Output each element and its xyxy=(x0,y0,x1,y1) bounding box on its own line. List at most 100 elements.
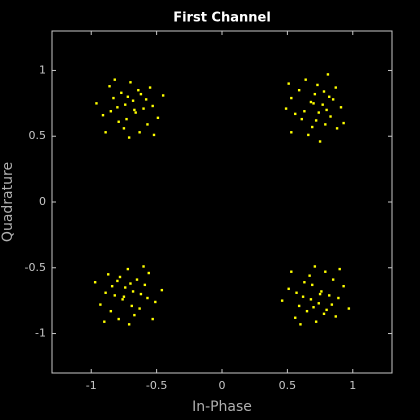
point xyxy=(125,117,128,121)
point xyxy=(113,78,116,81)
point xyxy=(337,296,340,300)
y-tick-label: 0.5 xyxy=(29,129,47,142)
point xyxy=(280,299,284,302)
point xyxy=(311,283,314,287)
point xyxy=(328,95,331,98)
point xyxy=(131,99,135,102)
chart-title: First Channel xyxy=(173,11,271,26)
point xyxy=(324,270,327,273)
point xyxy=(110,284,114,288)
point xyxy=(133,108,136,112)
point xyxy=(303,110,306,113)
y-tick-label: -0.5 xyxy=(25,261,46,274)
point xyxy=(127,323,131,326)
x-tick-label: 0.5 xyxy=(279,379,297,392)
point xyxy=(338,267,341,271)
point xyxy=(297,88,301,92)
point xyxy=(295,291,298,294)
point xyxy=(294,112,297,116)
point xyxy=(109,110,113,113)
point xyxy=(101,113,105,117)
point xyxy=(143,283,147,287)
point xyxy=(307,133,310,137)
point xyxy=(135,278,139,281)
point xyxy=(152,133,156,137)
point xyxy=(144,98,148,101)
point xyxy=(151,317,154,321)
point xyxy=(104,291,107,294)
point xyxy=(325,308,328,312)
point xyxy=(116,279,119,283)
point xyxy=(324,123,327,126)
point xyxy=(297,304,301,308)
point xyxy=(112,96,115,100)
point xyxy=(321,103,324,106)
y-tick-label: 1 xyxy=(39,63,46,76)
point xyxy=(126,267,130,271)
point xyxy=(318,140,322,143)
y-tick-label: 0 xyxy=(39,195,46,208)
point xyxy=(151,104,154,108)
point xyxy=(95,102,98,105)
y-tick-label: -1 xyxy=(35,327,46,340)
point xyxy=(329,115,332,118)
point xyxy=(129,282,132,285)
point xyxy=(309,100,313,104)
point xyxy=(126,95,130,98)
point xyxy=(122,295,126,298)
point xyxy=(118,275,122,279)
point xyxy=(109,309,113,313)
point xyxy=(303,281,306,284)
point xyxy=(318,292,322,296)
point xyxy=(284,107,288,110)
point xyxy=(142,265,145,268)
point xyxy=(309,298,313,301)
point xyxy=(103,320,106,323)
point xyxy=(335,127,339,130)
point xyxy=(142,107,145,110)
x-tick-label: 0 xyxy=(219,379,226,392)
axes-box xyxy=(51,30,393,374)
point xyxy=(317,302,320,305)
point xyxy=(326,73,330,76)
point xyxy=(305,309,309,313)
point xyxy=(317,111,320,114)
point xyxy=(308,274,311,277)
point xyxy=(314,119,318,122)
point xyxy=(339,106,343,109)
point xyxy=(133,313,136,317)
point xyxy=(161,94,165,97)
point xyxy=(300,117,303,121)
point xyxy=(121,298,124,301)
point xyxy=(137,88,140,92)
point xyxy=(93,281,97,284)
point xyxy=(314,320,318,323)
point xyxy=(299,323,302,326)
point xyxy=(146,123,149,126)
point xyxy=(328,294,331,297)
point xyxy=(156,116,160,120)
point xyxy=(322,312,326,316)
point xyxy=(122,127,126,130)
x-tick-label: 1 xyxy=(349,379,356,392)
point xyxy=(160,288,164,292)
point xyxy=(120,91,123,95)
point xyxy=(320,290,323,293)
point xyxy=(113,294,116,297)
point xyxy=(117,120,120,123)
point xyxy=(311,125,314,129)
point xyxy=(107,273,110,276)
x-tick-label: -0.5 xyxy=(146,379,167,392)
point xyxy=(290,270,293,273)
point xyxy=(124,103,127,106)
point xyxy=(138,131,141,134)
point xyxy=(130,304,133,308)
point xyxy=(290,131,293,134)
point xyxy=(331,278,335,281)
point xyxy=(147,271,150,275)
point xyxy=(116,106,119,109)
point xyxy=(342,284,345,288)
point xyxy=(139,92,143,96)
point xyxy=(134,111,137,114)
